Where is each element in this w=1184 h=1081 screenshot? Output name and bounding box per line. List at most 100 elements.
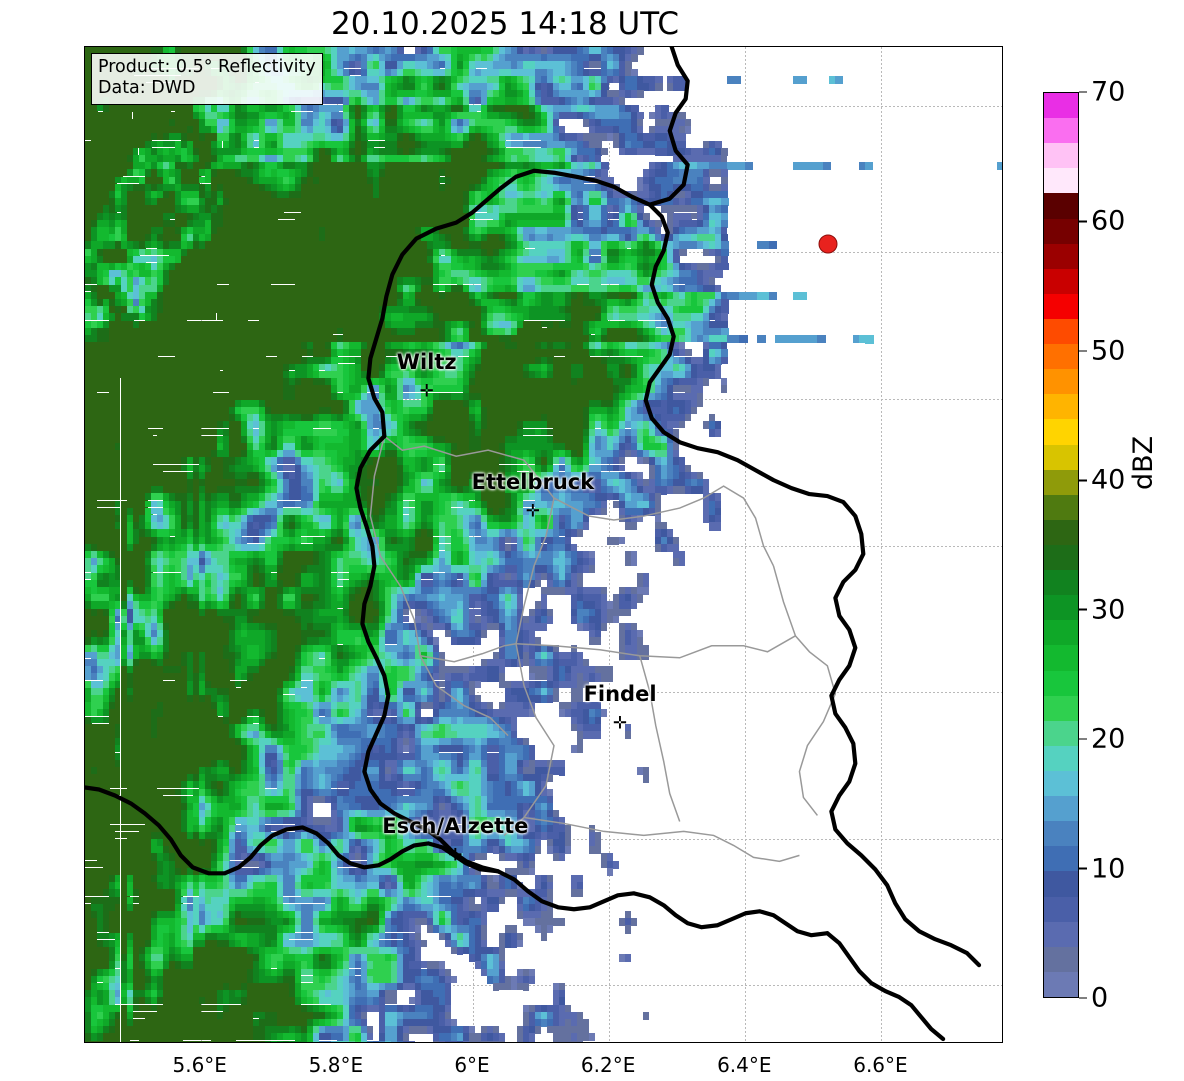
radar-echo-cell [355,83,363,91]
radar-echo-cell [187,47,194,55]
radar-echo-cell [589,90,597,99]
radar-echo-cell [109,104,116,113]
radar-echo-cell [559,75,568,84]
radar-echo-cell [133,104,139,112]
radar-echo-cell [559,90,567,98]
radar-echo-cell [151,47,158,55]
radar-echo-cell [523,97,529,106]
radar-echo-cell [565,75,574,84]
radar-echo-cell [343,83,351,91]
longitude-tick-label: 6.6°E [853,1053,908,1077]
radar-echo-cell [499,75,508,84]
radar-echo-cell [571,61,578,69]
radar-echo-cell [481,97,487,105]
radar-echo-cell [625,54,632,62]
radar-echo-cell [511,47,518,55]
radar-echo-cell [343,68,350,76]
radar-echo-cell [367,83,375,91]
radar-echo-cell [397,54,404,62]
radar-echo-cell [367,75,376,84]
radar-echo-cell [85,75,92,84]
radar-echo-cell [421,75,430,84]
radar-echo-cell [607,61,614,70]
radar-echo-cell [397,61,404,70]
radar-echo-cell [325,47,332,55]
radar-echo-cell [415,90,423,98]
radar-echo-cell [517,47,524,55]
radar-echo-cell [577,97,583,106]
radar-echo-cell [91,104,98,113]
radar-echo-cell [343,90,351,98]
radar-echo-cell [361,61,368,69]
radar-echo-cell [613,97,619,106]
radar-echo-cell [469,61,476,69]
radar-echo-cell [295,47,302,55]
radar-echo-cell [655,75,664,84]
radar-echo-cell [403,54,410,62]
radar-echo-cell [385,54,392,62]
radar-echo-cell [559,61,566,70]
radar-echo-cell [649,83,657,91]
radar-echo-cell [481,61,488,69]
radar-echo-cell [397,83,405,92]
radar-echo-cell [535,54,542,62]
radar-echo-cell [163,104,171,112]
radar-echo-cell [109,47,117,55]
radar-echo-cell [793,75,802,84]
radar-echo-cell [529,97,535,106]
radar-echo-cell [385,47,392,55]
radar-echo-cell [595,83,603,92]
radar-echo-cell [505,61,512,70]
radar-echo-cell [361,97,367,106]
radar-echo-cell [325,61,332,70]
radar-echo-cell [391,68,398,77]
radar-echo-cell [421,61,428,70]
radar-echo-cell [433,83,441,92]
radar-echo-cell [403,61,410,70]
radar-echo-cell [349,90,357,98]
radar-echo-cell [559,54,566,62]
radar-echo-cell [553,75,562,84]
radar-echo-cell [325,54,332,62]
radar-echo-cell [409,90,417,98]
radar-echo-cell [523,75,532,84]
radar-echo-cell [361,75,370,83]
radar-echo-cell [631,90,639,98]
radar-echo-cell [409,68,416,77]
radar-echo-cell [481,68,488,76]
radar-echo-cell [391,75,400,84]
radar-echo-cell [619,47,626,55]
radar-echo-cell [523,68,530,77]
radar-echo-cell [205,47,212,55]
radar-echo-cell [535,83,543,91]
radar-echo-cell [181,47,189,55]
radar-echo-cell [373,75,382,84]
radar-echo-cell [577,83,585,91]
radar-echo-cell [241,47,248,55]
radar-echo-cell [583,47,590,55]
radar-echo-cell [487,61,494,69]
radar-echo-cell [547,47,554,54]
radar-echo-cell [379,97,385,106]
radar-echo-cell [259,47,266,54]
map-axes[interactable]: Wiltz ✛ Ettelbruck ✛ Findel ✛ Esch/Alzette ✛ Pr… [84,46,1003,1043]
radar-echo-cell [511,83,519,91]
radar-echo-cell [625,61,632,69]
radar-echo-cell [385,75,394,84]
radar-echo-cell [85,104,92,113]
radar-echo-cell [589,54,596,62]
radar-echo-cell [457,54,464,63]
radar-echo-cell [727,75,736,84]
radar-echo-cell [799,75,808,84]
radar-echo-cell [607,54,614,63]
radar-echo-cell [511,61,518,70]
radar-echo-cell [553,90,561,98]
radar-echo-cell [445,97,451,106]
radar-echo-cell [499,47,506,56]
radar-echo-cell [493,68,500,76]
radar-echo-cell [553,97,559,106]
radar-echo-cell [403,75,412,85]
radar-echo-cell [97,104,104,112]
radar-echo-cell [379,61,386,70]
